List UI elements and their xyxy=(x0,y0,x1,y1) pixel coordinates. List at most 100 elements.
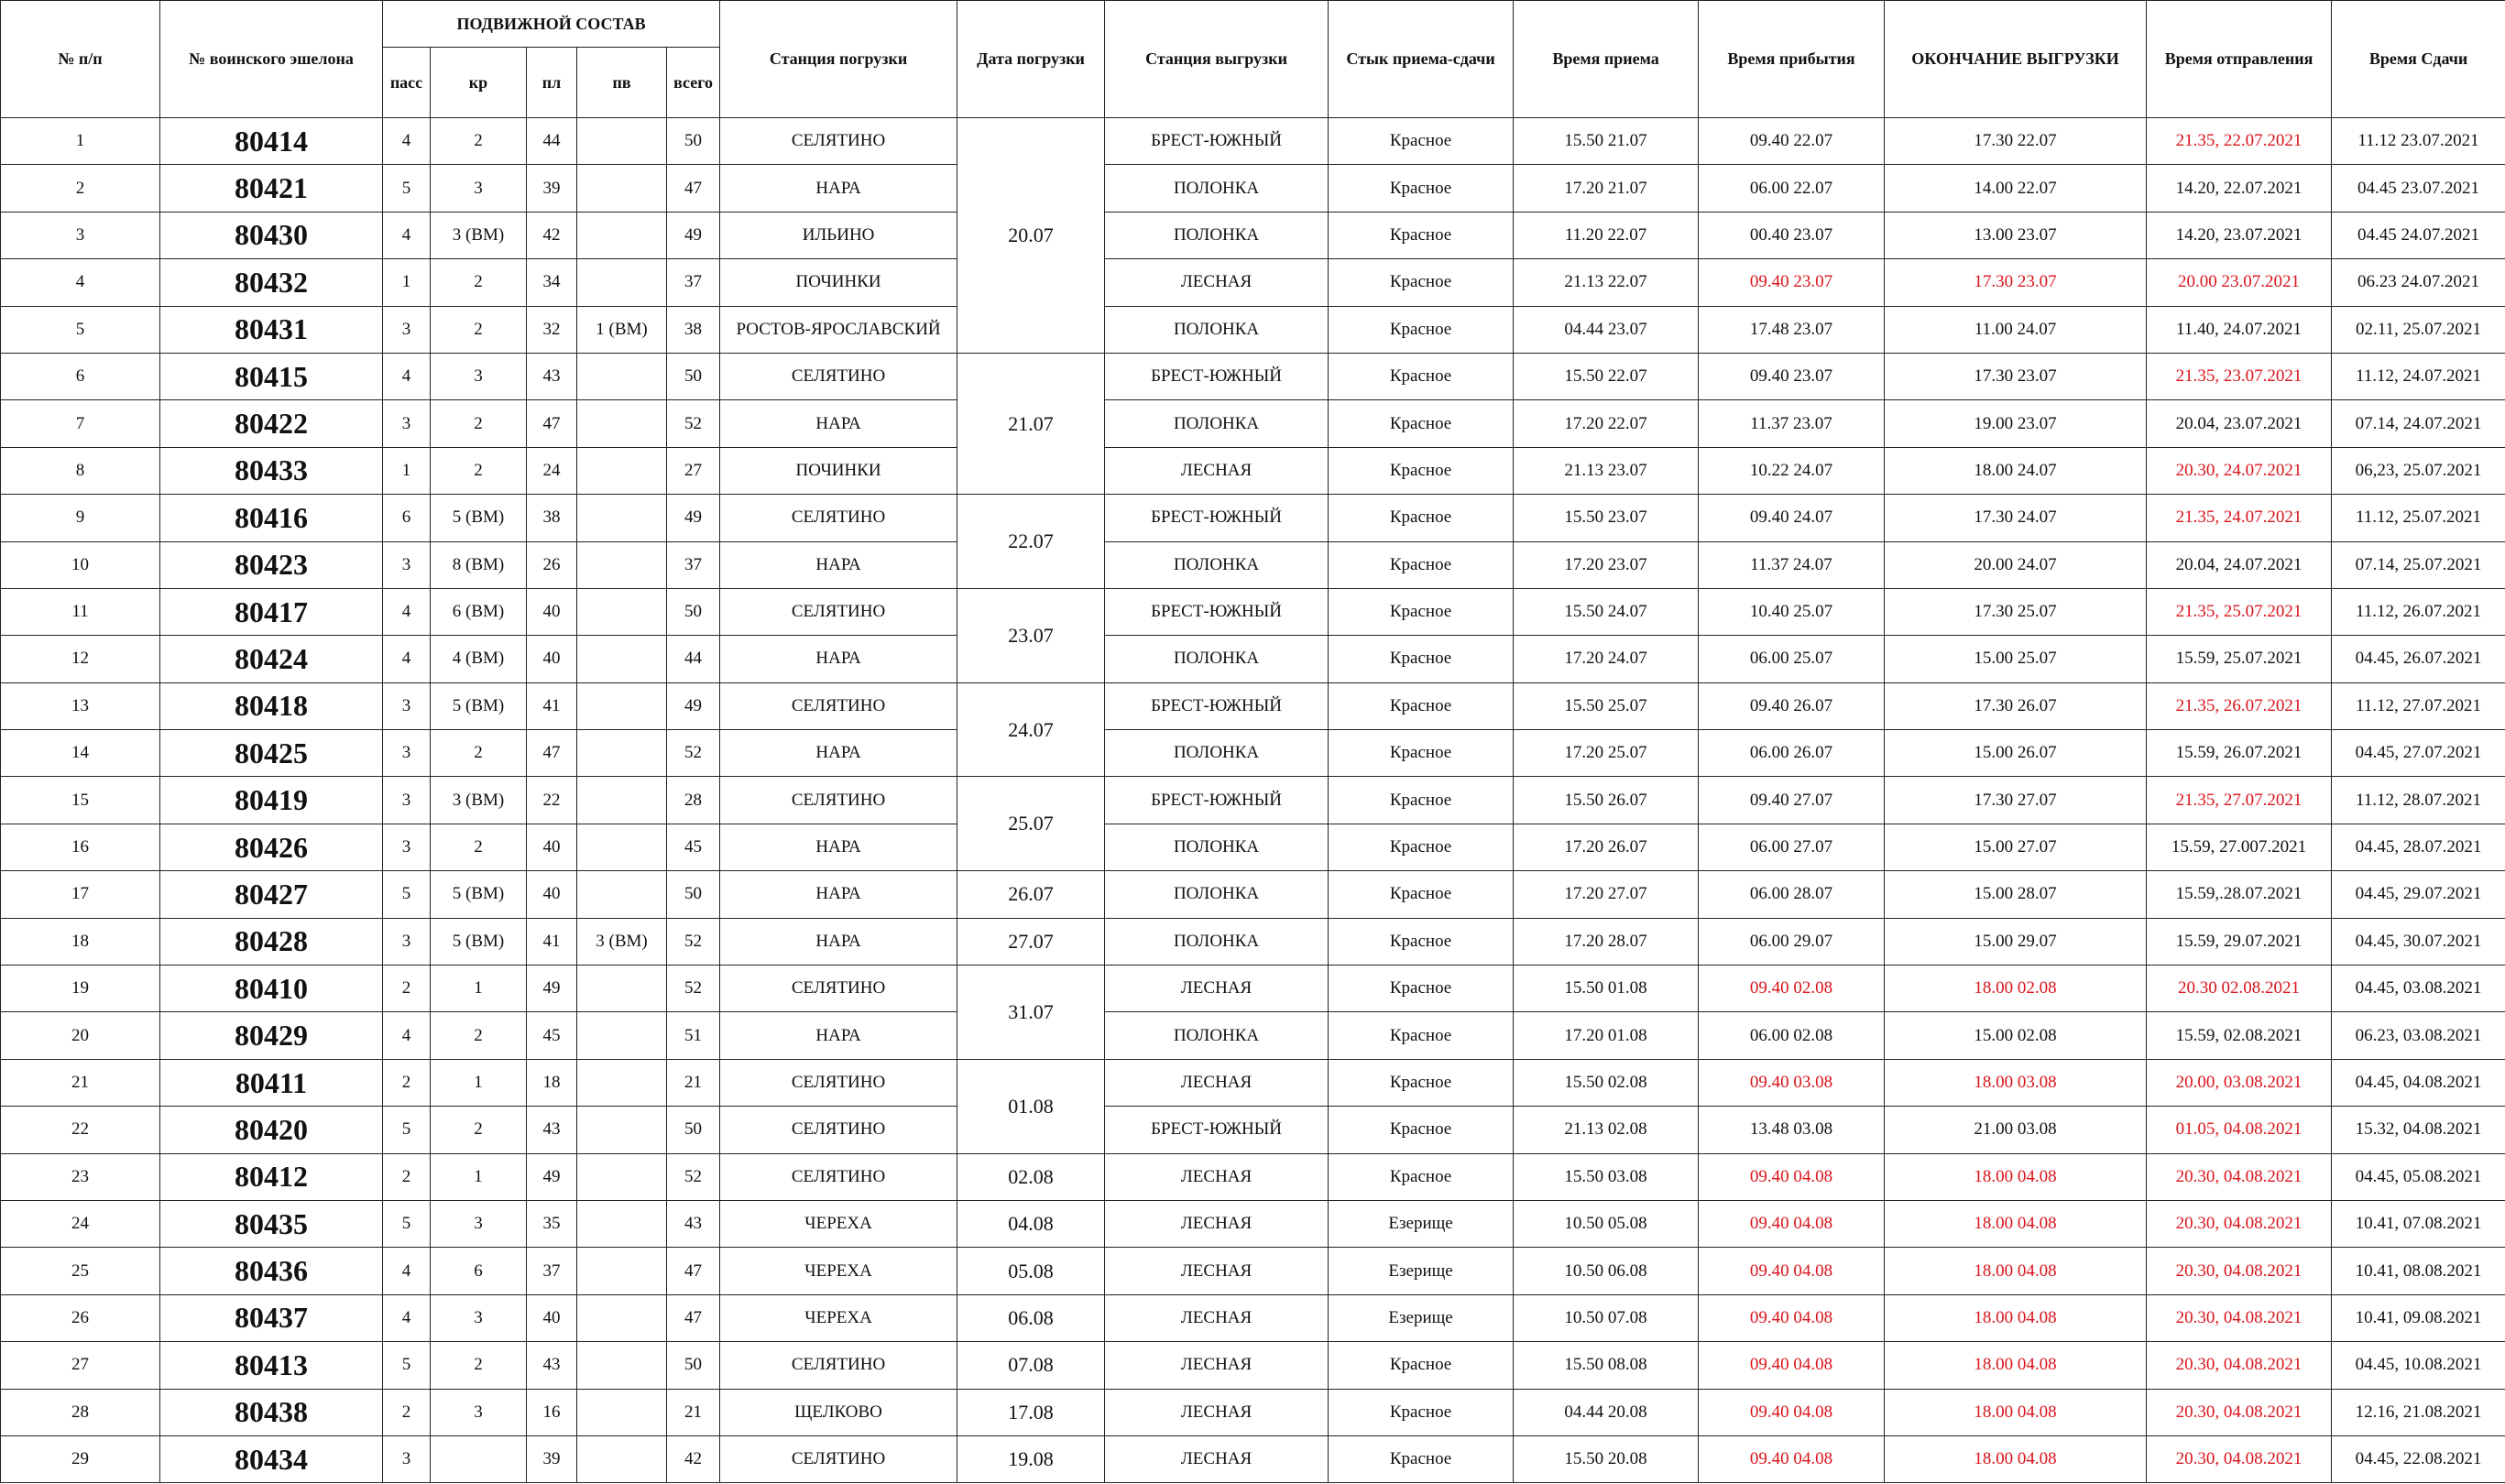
table-cell: 40 xyxy=(526,587,577,637)
table-cell: 37 xyxy=(665,540,721,589)
table-cell: 47 xyxy=(665,1293,721,1343)
echelon-number: 80426 xyxy=(159,823,383,872)
table-cell: 49 xyxy=(665,494,721,542)
table-cell: 10.50 06.08 xyxy=(1513,1247,1700,1295)
table-cell: 18.00 04.08 xyxy=(1884,1341,2148,1390)
empty-cell xyxy=(576,587,667,637)
echelon-number: 80430 xyxy=(159,211,383,260)
table-cell: ПОЧИНКИ xyxy=(719,446,958,496)
table-cell: 3 xyxy=(430,1199,527,1249)
table-cell: 44 xyxy=(526,116,577,166)
table-cell: 25 xyxy=(0,1247,160,1295)
table-cell: 16 xyxy=(526,1388,577,1436)
table-cell: ПОЧИНКИ xyxy=(719,258,958,307)
empty-cell xyxy=(576,682,667,731)
echelon-number: 80424 xyxy=(159,635,383,683)
table-cell: БРЕСТ-ЮЖНЫЙ xyxy=(1104,352,1329,401)
table-cell: 04.45, 03.08.2021 xyxy=(2331,965,2505,1013)
table-cell: 10.41, 08.08.2021 xyxy=(2331,1247,2505,1295)
table-cell: 34 xyxy=(526,258,577,307)
table-cell: 15.59, 26.07.2021 xyxy=(2146,729,2333,778)
table-cell: 17.20 22.07 xyxy=(1513,399,1700,448)
table-cell: 26 xyxy=(0,1293,160,1343)
table-cell: 21 xyxy=(665,1388,721,1436)
table-cell: 10.41, 09.08.2021 xyxy=(2331,1293,2505,1343)
table-cell: 39 xyxy=(526,1435,577,1484)
table-row: 4 80432 1 2 34 37 ПОЧИНКИ ЛЕСНАЯ Красное 21.13 22… xyxy=(0,258,2505,307)
table-cell: 21.35, 27.07.2021 xyxy=(2146,776,2333,824)
echelon-number: 80428 xyxy=(159,917,383,966)
table-row: 18 80428 3 5 (ВМ) 41 3 (ВМ) 52 НАРА 27.07 ПОЛОНКА… xyxy=(0,917,2505,966)
table-cell: 2 xyxy=(430,1341,527,1390)
table-cell: 1 xyxy=(382,446,431,496)
table-cell: 15.59,.28.07.2021 xyxy=(2146,870,2333,919)
empty-cell xyxy=(576,116,667,166)
table-cell: 15.00 26.07 xyxy=(1884,729,2148,778)
table-cell: СЕЛЯТИНО xyxy=(719,494,958,542)
load-date: 24.07 xyxy=(957,682,1106,778)
load-date: 31.07 xyxy=(957,965,1106,1060)
table-cell: 11.12, 26.07.2021 xyxy=(2331,587,2505,637)
table-header: № п/п № воинского эшелона ПОДВИЖНОЙ СОСТ… xyxy=(0,0,2505,118)
table-cell: ПОЛОНКА xyxy=(1104,1011,1329,1060)
table-cell: 14.00 22.07 xyxy=(1884,164,2148,213)
table-cell: СЕЛЯТИНО xyxy=(719,1152,958,1201)
table-cell: Красное xyxy=(1328,1388,1515,1436)
table-cell: ПОЛОНКА xyxy=(1104,870,1329,919)
echelon-number: 80423 xyxy=(159,540,383,589)
table-cell: 20.30, 24.07.2021 xyxy=(2146,446,2333,496)
table-cell: 37 xyxy=(526,1247,577,1295)
table-cell: 52 xyxy=(665,729,721,778)
table-cell: 3 xyxy=(382,776,431,824)
load-date: 26.07 xyxy=(957,870,1106,919)
table-cell: 15.50 24.07 xyxy=(1513,587,1700,637)
table-cell: 20.30, 04.08.2021 xyxy=(2146,1435,2333,1484)
table-cell: 20.00, 03.08.2021 xyxy=(2146,1058,2333,1108)
table-cell: 10.40 25.07 xyxy=(1698,587,1886,637)
table-cell: 18.00 04.08 xyxy=(1884,1435,2148,1484)
table-cell: 20.30, 04.08.2021 xyxy=(2146,1341,2333,1390)
table-row: 24 80435 5 3 35 43 ЧЕРЕХА 04.08 ЛЕСНАЯ Езерище 10.… xyxy=(0,1199,2505,1249)
empty-cell xyxy=(576,446,667,496)
table-cell: ПОЛОНКА xyxy=(1104,917,1329,966)
table-cell: 17.30 27.07 xyxy=(1884,776,2148,824)
table-cell: 18 xyxy=(526,1058,577,1108)
table-cell: 04.45, 22.08.2021 xyxy=(2331,1435,2505,1484)
empty-cell xyxy=(576,540,667,589)
table-cell: 52 xyxy=(665,965,721,1013)
table-cell: Красное xyxy=(1328,164,1515,213)
table-cell: 45 xyxy=(665,823,721,872)
table-cell: 06.00 29.07 xyxy=(1698,917,1886,966)
table-cell: Красное xyxy=(1328,776,1515,824)
table-cell: 47 xyxy=(526,399,577,448)
table-cell: 2 xyxy=(430,258,527,307)
table-cell: 6 xyxy=(382,494,431,542)
table-cell: 39 xyxy=(526,164,577,213)
table-row: 27 80413 5 2 43 50 СЕЛЯТИНО 07.08 ЛЕСНАЯ Красное 1… xyxy=(0,1341,2505,1390)
table-cell: СЕЛЯТИНО xyxy=(719,1106,958,1154)
empty-cell xyxy=(576,211,667,260)
table-cell: 50 xyxy=(665,352,721,401)
table-cell: ЛЕСНАЯ xyxy=(1104,1388,1329,1436)
table-cell: 40 xyxy=(526,635,577,683)
table-cell: 43 xyxy=(526,1341,577,1390)
table-cell: 10.41, 07.08.2021 xyxy=(2331,1199,2505,1249)
table-cell: Красное xyxy=(1328,211,1515,260)
table-cell: 4 xyxy=(382,116,431,166)
table-cell: 1 xyxy=(430,1152,527,1201)
table-cell: 37 xyxy=(665,258,721,307)
table-cell: 06.23 24.07.2021 xyxy=(2331,258,2505,307)
table-cell: 5 xyxy=(382,1341,431,1390)
table-cell: 04.45 24.07.2021 xyxy=(2331,211,2505,260)
table-cell: ПОЛОНКА xyxy=(1104,635,1329,683)
table-cell: 29 xyxy=(0,1435,160,1484)
echelon-number: 80427 xyxy=(159,870,383,919)
table-cell: 28 xyxy=(665,776,721,824)
table-row: 13 80418 3 5 (ВМ) 41 49 СЕЛЯТИНО 24.07 БРЕСТ-ЮЖН… xyxy=(0,682,2505,778)
table-cell: 4 xyxy=(382,635,431,683)
table-cell: 24 xyxy=(0,1199,160,1249)
table-cell: 19 xyxy=(0,965,160,1013)
table-cell: 8 (ВМ) xyxy=(430,540,527,589)
empty-cell xyxy=(576,1199,667,1249)
table-cell: 5 (ВМ) xyxy=(430,494,527,542)
